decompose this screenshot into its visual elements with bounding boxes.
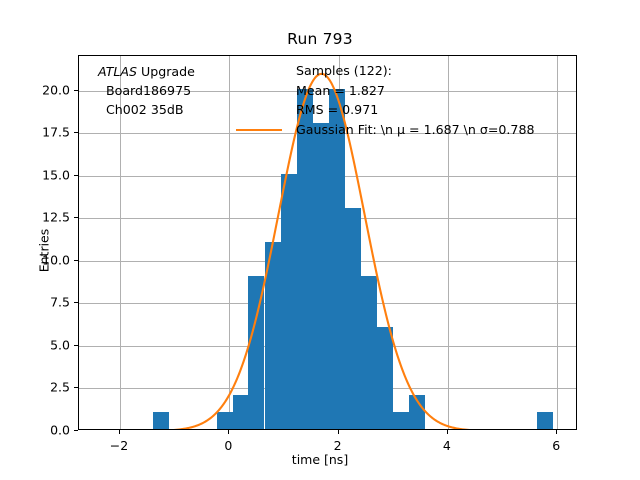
histogram-bar — [152, 412, 169, 429]
x-tick-label: 6 — [552, 438, 561, 453]
y-tickmark — [74, 132, 78, 134]
annotation-line-1: ATLAS Upgrade — [98, 62, 195, 81]
gridline-x — [447, 56, 449, 429]
x-axis-label: time [ns] — [291, 452, 349, 467]
legend-rms: RMS = 0.971 — [296, 102, 379, 117]
x-tickmark — [556, 430, 558, 434]
x-tick-label: −2 — [109, 438, 129, 453]
histogram-bar — [264, 241, 281, 429]
y-tick-label: 12.5 — [42, 209, 70, 225]
histogram-bar — [296, 88, 313, 429]
x-tickmark — [446, 430, 448, 434]
atlas-annotation: ATLAS Upgrade Board186975 Ch002 35dB — [98, 62, 195, 119]
x-tick-label: 2 — [333, 438, 342, 453]
y-tickmark — [74, 217, 78, 219]
y-tick-label: 17.5 — [42, 124, 70, 140]
y-tickmark — [74, 387, 78, 389]
y-tickmark — [74, 259, 78, 261]
histogram-bar — [216, 412, 233, 429]
plot-area — [78, 55, 577, 430]
x-tickmark — [118, 430, 120, 434]
x-tickmark — [337, 430, 339, 434]
histogram-bar — [248, 275, 265, 429]
histogram-bar — [376, 326, 393, 429]
y-tick-label: 5.0 — [50, 337, 70, 353]
histogram-bar — [409, 395, 426, 429]
legend-fit-label: Gaussian Fit: \n μ = 1.687 \n σ=0.788 — [296, 121, 535, 137]
gridline-x — [119, 56, 121, 429]
y-tick-label: 0.0 — [50, 422, 70, 438]
gaussian-fit-curve — [173, 72, 470, 429]
y-tickmark — [74, 89, 78, 91]
gridline-x — [557, 56, 559, 429]
annotation-board-id: Board186975 — [106, 83, 192, 98]
legend: Samples (122): Mean = 1.827 RMS = 0.971 … — [236, 61, 535, 140]
histogram-bar — [312, 122, 329, 429]
y-tick-label: 7.5 — [50, 294, 70, 310]
histogram-bar — [537, 412, 553, 429]
atlas-label: ATLAS — [98, 64, 138, 79]
chart-title: Run 793 — [287, 30, 353, 48]
y-axis-label: Entries — [36, 228, 52, 273]
y-tickmark — [74, 302, 78, 304]
y-tickmark — [74, 344, 78, 346]
y-tickmark — [74, 430, 78, 431]
histogram-bar — [392, 412, 409, 429]
upgrade-label: Upgrade — [137, 64, 195, 79]
legend-samples-header: Samples (122): — [296, 63, 392, 78]
x-tick-label: 4 — [442, 438, 451, 453]
annotation-channel: Ch002 35dB — [106, 102, 184, 117]
x-tickmark — [228, 430, 230, 434]
histogram-bar — [232, 395, 249, 429]
gridline-y — [79, 90, 576, 92]
y-tickmark — [74, 174, 78, 176]
histogram-bar — [280, 173, 297, 429]
y-tick-label: 2.5 — [50, 379, 70, 395]
legend-mean: Mean = 1.827 — [296, 82, 385, 98]
gridline-x — [229, 56, 231, 429]
y-tick-label: 20.0 — [42, 82, 70, 98]
legend-gaussian-fit: Gaussian Fit: \n μ = 1.687 \n σ=0.788 — [236, 120, 535, 140]
histogram-bar — [344, 207, 361, 429]
y-tick-label: 10.0 — [42, 252, 70, 268]
histogram-bar — [361, 275, 378, 429]
y-tick-label: 15.0 — [42, 167, 70, 183]
legend-fit-line-swatch — [236, 128, 282, 131]
x-tick-label: 0 — [224, 438, 233, 453]
histogram-bar — [328, 88, 345, 429]
